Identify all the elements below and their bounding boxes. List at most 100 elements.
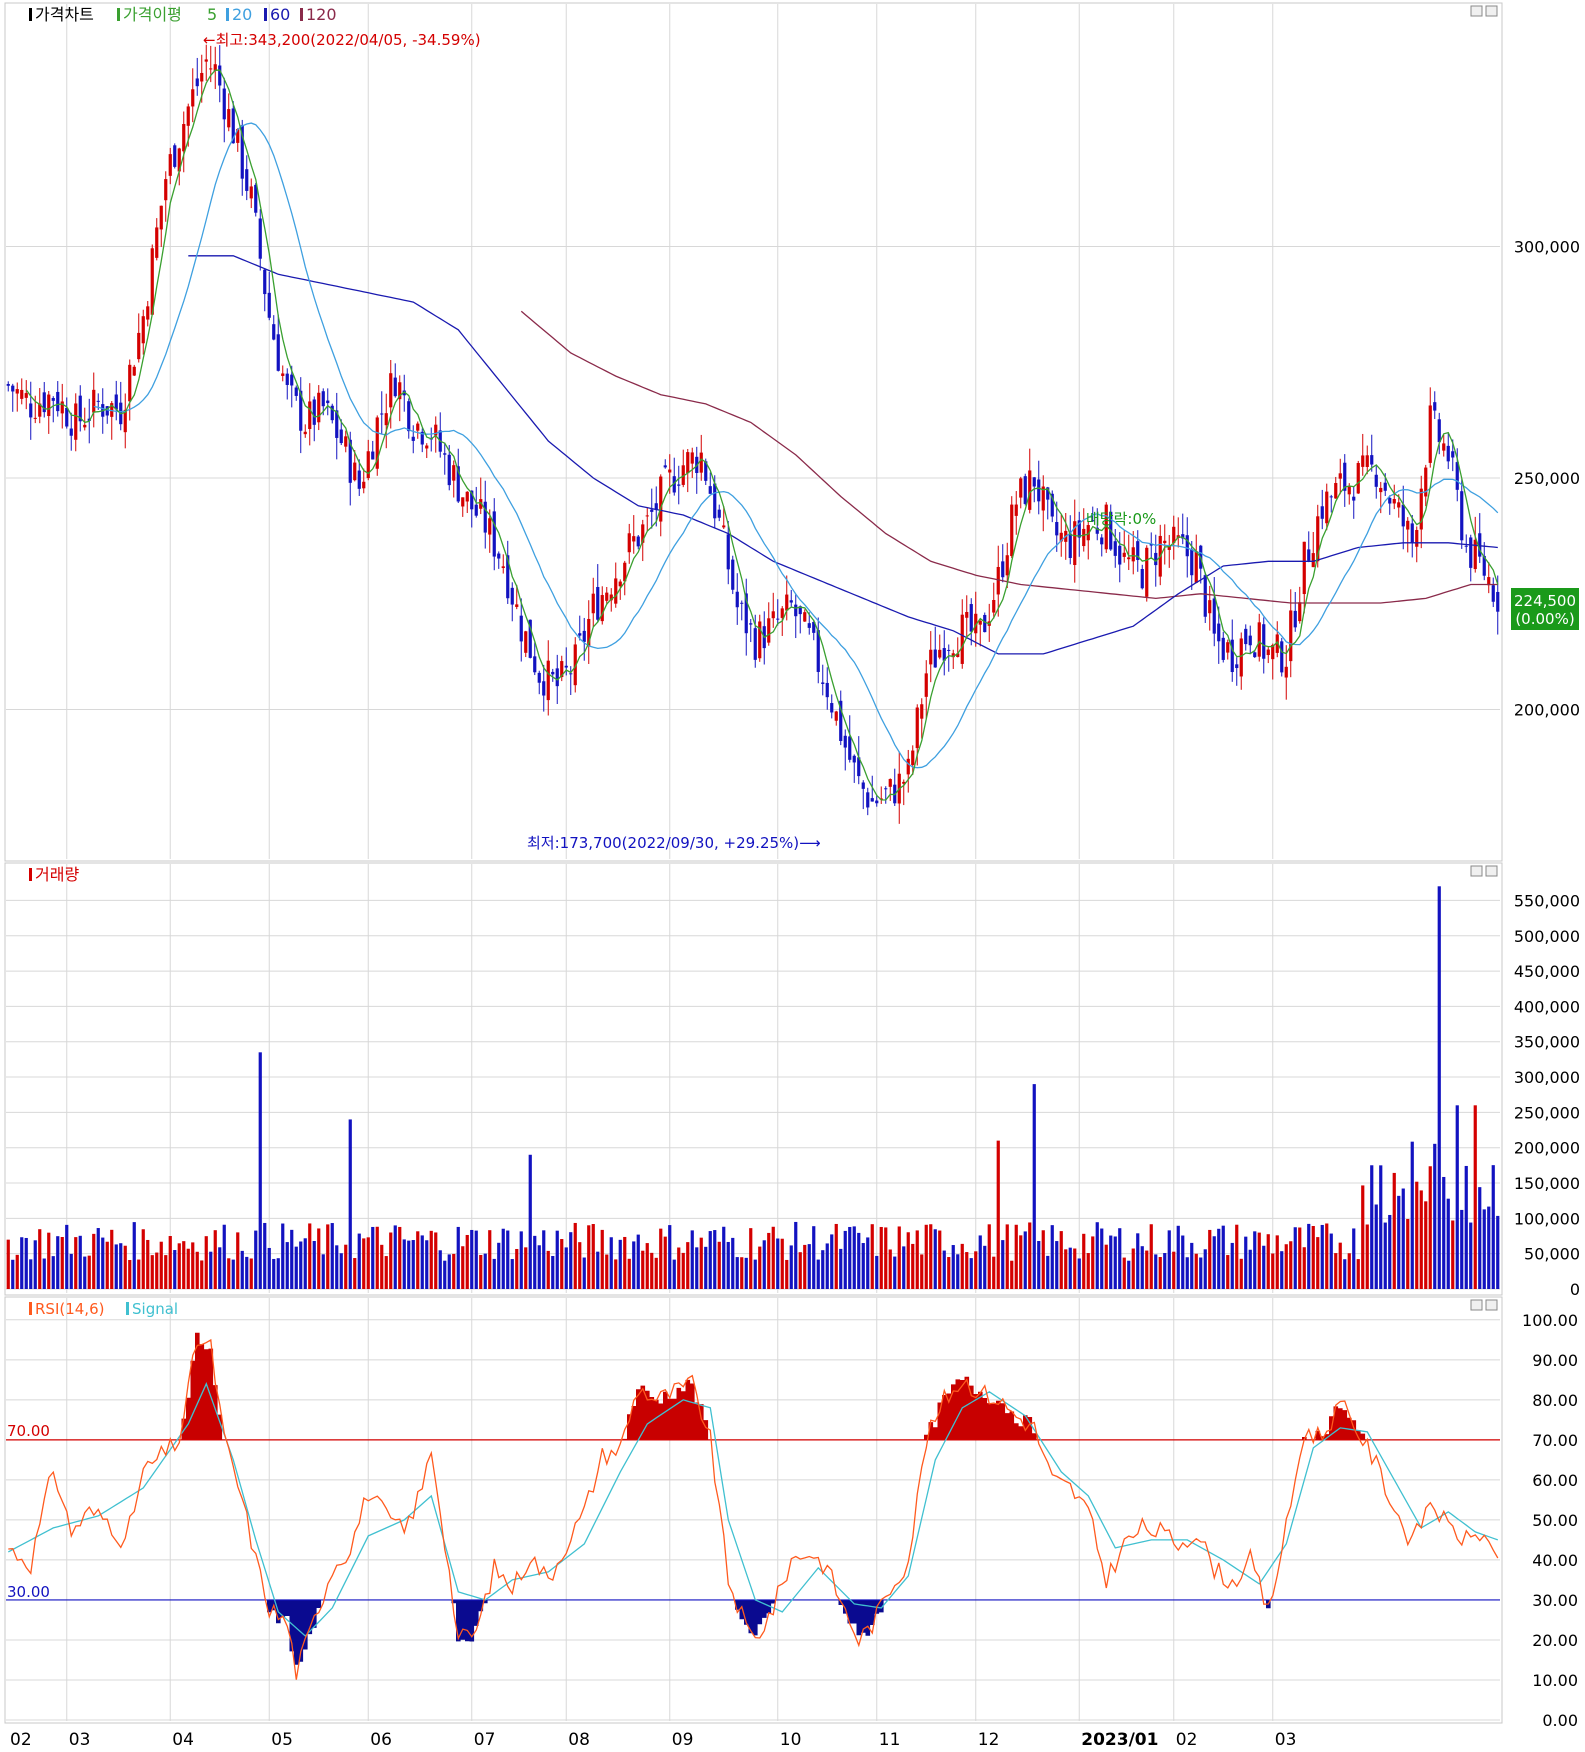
volume-bar [1136, 1233, 1140, 1289]
volume-bar [326, 1224, 330, 1289]
candle-body [267, 292, 271, 318]
minimize-icon[interactable] [1470, 1299, 1483, 1311]
candle-body [1145, 547, 1149, 597]
legend-marker-rsi [29, 1302, 32, 1315]
ma60-line [188, 255, 1498, 655]
candle-body [1032, 477, 1036, 487]
volume-panel-controls[interactable] [1470, 865, 1498, 877]
volume-bar [1388, 1214, 1392, 1289]
candle-body [978, 620, 982, 625]
legend-ma20: 20 [232, 5, 252, 24]
candle-body [83, 424, 87, 428]
volume-bar [294, 1246, 298, 1289]
close-icon[interactable] [1485, 865, 1498, 877]
legend-marker-signal [126, 1302, 129, 1315]
volume-y-tick: 250,000 [1514, 1103, 1580, 1122]
candle-body [1496, 591, 1500, 612]
volume-bar [128, 1259, 132, 1289]
volume-bar [159, 1241, 163, 1289]
candle-body [15, 389, 19, 394]
volume-bar [929, 1224, 933, 1289]
candle-body [452, 465, 456, 481]
price-panel-controls[interactable] [1470, 5, 1498, 17]
volume-bar [524, 1247, 528, 1289]
rsi-lines [6, 1332, 1500, 1680]
candle-body [1082, 528, 1086, 547]
candle-body [830, 703, 834, 713]
volume-bar [1226, 1255, 1230, 1289]
volume-y-tick: 0 [1570, 1280, 1580, 1299]
volume-bar [956, 1254, 960, 1289]
volume-bar [852, 1226, 856, 1289]
volume-bar [888, 1249, 892, 1289]
candle-body [866, 792, 870, 808]
rsi-y-tick: 100.00 [1522, 1311, 1578, 1330]
price-y-tick: 250,000 [1514, 469, 1580, 488]
candle-body [1460, 491, 1464, 541]
volume-bar [519, 1231, 523, 1289]
candle-body [537, 672, 541, 683]
close-icon[interactable] [1485, 5, 1498, 17]
volume-bar [798, 1252, 802, 1289]
candle-body [834, 711, 838, 721]
candle-body [1293, 610, 1297, 628]
volume-bar [290, 1229, 294, 1289]
candle-body [317, 392, 321, 423]
volume-bar [474, 1230, 478, 1289]
minimize-icon[interactable] [1470, 865, 1483, 877]
volume-y-tick: 100,000 [1514, 1209, 1580, 1228]
candle-body [1370, 455, 1374, 465]
volume-bar [717, 1241, 721, 1289]
volume-bar [281, 1223, 285, 1289]
volume-y-tick: 300,000 [1514, 1068, 1580, 1087]
x-axis-label: 10 [780, 1730, 802, 1750]
candle-body [42, 392, 46, 413]
volume-bar [1032, 1084, 1036, 1289]
candle-body [758, 621, 762, 659]
close-icon[interactable] [1485, 1299, 1498, 1311]
x-axis-label: 12 [978, 1730, 1000, 1750]
volume-bar [173, 1250, 177, 1289]
candle-body [74, 403, 78, 440]
candle-body [456, 466, 460, 502]
candle-body [312, 399, 316, 425]
volume-bar [1356, 1259, 1360, 1289]
volume-bar [1275, 1235, 1279, 1289]
volume-bar [1235, 1224, 1239, 1289]
candle-body [33, 417, 37, 419]
volume-bar [1041, 1230, 1045, 1289]
candle-body [524, 631, 528, 653]
rsi-y-tick: 40.00 [1532, 1551, 1578, 1570]
candle-body [389, 373, 393, 408]
volume-bar [389, 1232, 393, 1289]
candle-body [1239, 638, 1243, 677]
candle-body [1041, 486, 1045, 511]
volume-bar [1361, 1185, 1365, 1289]
minimize-icon[interactable] [1470, 5, 1483, 17]
candle-body [159, 205, 163, 230]
candle-body [1028, 470, 1032, 510]
rsi-panel-controls[interactable] [1470, 1299, 1498, 1311]
volume-bar [605, 1254, 609, 1289]
candle-body [1167, 545, 1171, 550]
volume-bar [650, 1252, 654, 1289]
volume-bar [258, 1052, 262, 1289]
candle-body [483, 501, 487, 533]
rsi-y-tick: 50.00 [1532, 1511, 1578, 1530]
volume-bar [78, 1235, 82, 1289]
volume-bar [1293, 1227, 1297, 1289]
volume-bar [231, 1259, 235, 1289]
candle-body [416, 423, 420, 431]
volume-y-tick: 50,000 [1524, 1245, 1580, 1264]
candle-body [1469, 537, 1473, 568]
volume-bar [272, 1258, 276, 1289]
candle-body [420, 431, 424, 445]
candle-body [546, 660, 550, 701]
candle-body [1221, 637, 1225, 660]
volume-bar [74, 1237, 78, 1289]
volume-bar [902, 1246, 906, 1289]
candle-body [339, 429, 343, 444]
candle-body [191, 89, 195, 107]
volume-bar [137, 1259, 141, 1289]
candle-body [564, 665, 568, 668]
